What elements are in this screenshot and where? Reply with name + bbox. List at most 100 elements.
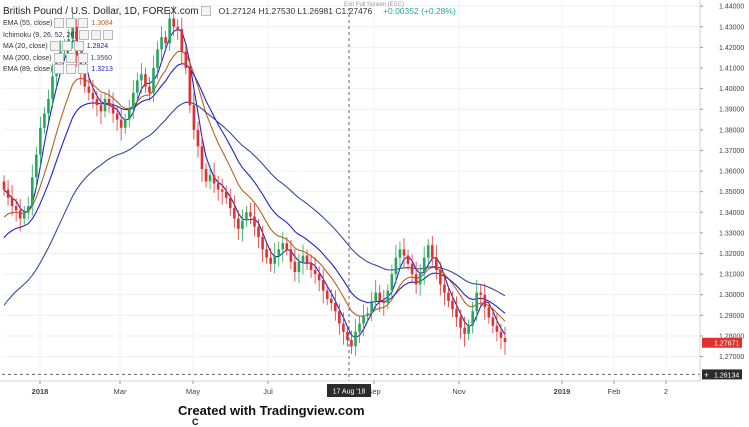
candle-body (237, 218, 240, 229)
candle-body (451, 300, 454, 310)
price-tick-label: 1.36000 (719, 169, 744, 176)
crosshair-price-badge (702, 369, 742, 380)
price-axis: 1.44000 1.43000 1.42000 1.41000 1.40000 1.390… (699, 0, 749, 381)
candle-body (321, 280, 325, 291)
candle-body (313, 270, 317, 275)
candle-body (136, 80, 139, 93)
legend-row-3: MA (200, close) 1.3560 (3, 52, 456, 65)
chart-grid (2, 0, 700, 381)
crosshair-plus-icon: + (704, 370, 709, 379)
legend-control-icon[interactable] (77, 52, 88, 63)
candle-body (386, 290, 390, 303)
candle-body (261, 237, 264, 250)
legend-row-0: EMA (55, close) 1.3084 (3, 18, 456, 30)
candle-body (414, 274, 418, 285)
time-tick-label: 2018 (32, 387, 49, 396)
last-price-badge (702, 337, 742, 348)
candle-body (127, 109, 131, 120)
candle-body (176, 26, 180, 29)
candle-body (475, 292, 479, 312)
legend-control-icon[interactable] (73, 41, 84, 52)
candle-body (220, 189, 224, 192)
candle-body (297, 261, 301, 273)
candle-body (192, 105, 196, 130)
candle-body (378, 292, 382, 301)
candle-body (131, 92, 135, 110)
last-price-label: 1.27671 (714, 341, 739, 348)
candle-body (111, 105, 115, 114)
candle-body (6, 189, 10, 198)
candle-body (503, 338, 507, 343)
legend-control-icon[interactable] (66, 64, 77, 75)
price-tick-label: 1.30000 (719, 292, 744, 299)
time-tick-label: Feb (608, 387, 621, 396)
candle-body (329, 298, 333, 303)
time-tick-label: Sep (367, 387, 380, 396)
settings-square-icon[interactable] (200, 6, 211, 17)
candle-body (394, 257, 398, 275)
price-tick-label: 1.44000 (719, 4, 744, 11)
candle-body (390, 274, 394, 291)
candle-body (398, 249, 402, 258)
legend-control-icon[interactable] (61, 41, 72, 52)
candlestick-series (2, 5, 507, 356)
legend-control-icon[interactable] (78, 18, 89, 29)
candle-body (224, 191, 228, 198)
legend-control-icon[interactable] (102, 29, 113, 40)
candle-body (2, 181, 6, 190)
legend-control-icon[interactable] (65, 52, 76, 63)
price-tick-label: 1.34000 (719, 210, 744, 217)
legend-control-icon[interactable] (54, 18, 65, 29)
candle-body (26, 206, 30, 213)
price-tick-label: 1.35000 (719, 189, 744, 196)
legend-value: 1.3084 (91, 20, 113, 27)
ma20-line (3, 28, 506, 339)
legend-row-4: EMA (89, close) 1.3213 (3, 64, 456, 76)
legend-control-icon[interactable] (78, 29, 89, 40)
candle-body (305, 255, 309, 264)
price-change: +0.00352 (+0.28%) (383, 6, 456, 16)
candle-body (208, 175, 212, 182)
time-tick-label: May (186, 387, 200, 396)
legend-control-icon[interactable] (78, 64, 89, 75)
crosshair-date-badge (327, 384, 371, 397)
candle-body (196, 129, 200, 147)
candle-body (245, 212, 248, 221)
candle-body (123, 119, 127, 128)
ema89-line (3, 63, 506, 314)
candle-body (471, 311, 474, 326)
candle-body (487, 307, 491, 318)
candle-body (289, 249, 293, 262)
candle-body (160, 37, 163, 50)
legend-control-icon[interactable] (54, 64, 65, 75)
candle-body (273, 255, 277, 264)
legend-row-1: Ichimoku (9, 26, 52, 26) (3, 29, 456, 42)
legend-control-icon[interactable] (49, 41, 60, 52)
legend-value: 1.3560 (90, 54, 113, 62)
price-tick-label: 1.27000 (719, 354, 744, 361)
candle-body (232, 208, 236, 219)
candle-body (422, 257, 426, 273)
legend-control-icon[interactable] (66, 18, 77, 29)
candle-body (418, 272, 422, 285)
time-tick-label: Mar (114, 387, 127, 396)
legend-value: 1.2924 (86, 43, 109, 50)
candle-body (14, 206, 18, 211)
legend-control-icon[interactable] (90, 29, 101, 40)
price-tick-label: 1.42000 (719, 45, 744, 52)
candle-body (325, 290, 329, 299)
candle-body (410, 263, 414, 275)
candle-body (140, 74, 143, 81)
price-tick-label: 1.37000 (719, 148, 744, 155)
candle-body (87, 86, 91, 93)
time-tick-label: Nov (452, 387, 466, 396)
legend-label: MA (20, close) (3, 43, 48, 50)
price-tick-label: 1.29000 (719, 313, 744, 320)
legend-control-icon[interactable] (53, 52, 64, 63)
candle-body (168, 18, 171, 44)
candle-body (83, 72, 87, 87)
candle-body (277, 249, 281, 256)
candle-body (10, 197, 14, 207)
candle-body (99, 105, 103, 112)
